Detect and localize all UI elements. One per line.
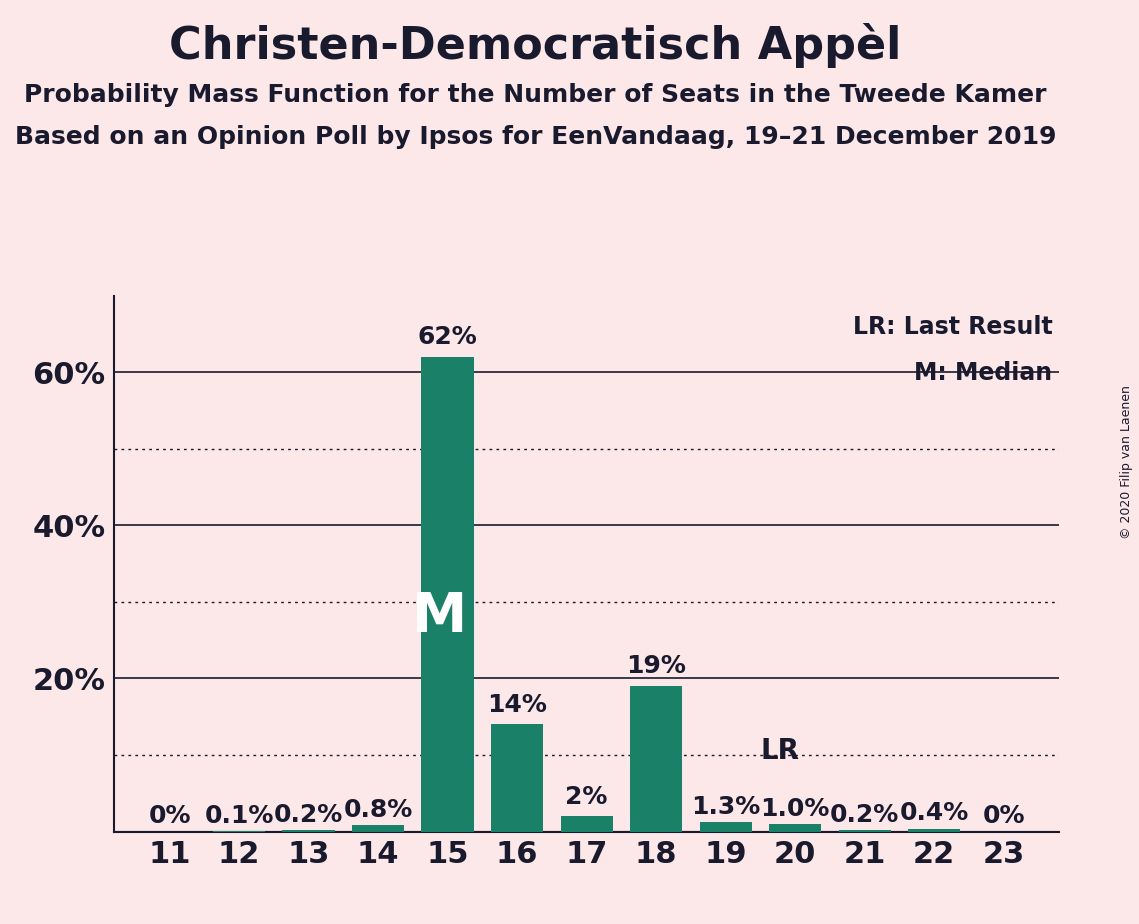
Text: © 2020 Filip van Laenen: © 2020 Filip van Laenen <box>1121 385 1133 539</box>
Text: 62%: 62% <box>418 325 477 349</box>
Text: 0.2%: 0.2% <box>830 803 900 827</box>
Text: 0%: 0% <box>148 804 190 828</box>
Text: LR: Last Result: LR: Last Result <box>853 315 1052 339</box>
Bar <box>769 824 821 832</box>
Text: 0.8%: 0.8% <box>344 798 412 822</box>
Text: Christen-Democratisch Appèl: Christen-Democratisch Appèl <box>170 23 901 68</box>
Text: Probability Mass Function for the Number of Seats in the Tweede Kamer: Probability Mass Function for the Number… <box>24 83 1047 107</box>
Bar <box>630 687 682 832</box>
Bar <box>352 825 404 832</box>
Text: 0.2%: 0.2% <box>273 803 343 827</box>
Text: M: M <box>411 590 467 644</box>
Text: 14%: 14% <box>487 693 547 717</box>
Bar <box>838 830 891 832</box>
Text: 19%: 19% <box>626 654 686 678</box>
Text: 0.1%: 0.1% <box>204 804 273 828</box>
Text: 1.0%: 1.0% <box>761 796 830 821</box>
Text: Based on an Opinion Poll by Ipsos for EenVandaag, 19–21 December 2019: Based on an Opinion Poll by Ipsos for Ee… <box>15 125 1056 149</box>
Text: 1.3%: 1.3% <box>691 795 760 819</box>
Text: LR: LR <box>761 737 800 765</box>
Bar <box>908 829 960 832</box>
Text: 0%: 0% <box>983 804 1025 828</box>
Bar <box>699 821 752 832</box>
Bar <box>282 830 335 832</box>
Bar <box>560 816 613 832</box>
Bar <box>421 357 474 832</box>
Bar <box>491 724 543 832</box>
Text: M: Median: M: Median <box>915 360 1052 384</box>
Text: 2%: 2% <box>565 784 608 808</box>
Text: 0.4%: 0.4% <box>900 801 969 825</box>
